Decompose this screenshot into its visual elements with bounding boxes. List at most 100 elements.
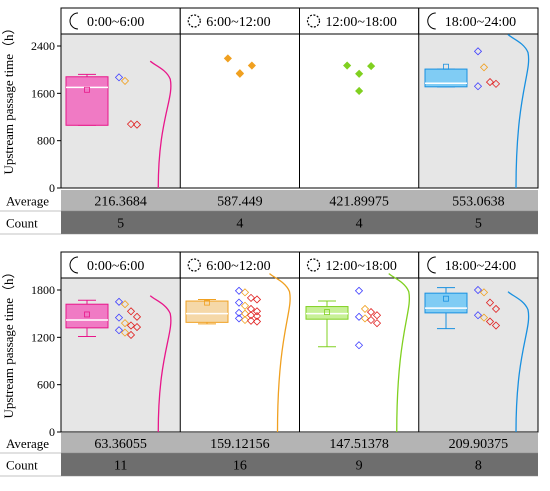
density-curve [507, 34, 530, 189]
data-point [473, 285, 483, 295]
y-tick-label: 2400 [31, 39, 55, 53]
period-label: 12:00~18:00 [326, 259, 397, 274]
data-point [120, 328, 130, 337]
data-point [479, 288, 489, 297]
data-point [246, 304, 256, 313]
period-label: 18:00~24:00 [445, 259, 516, 274]
box [65, 76, 109, 126]
y-tick-label: 800 [37, 134, 55, 148]
data-point [234, 308, 244, 317]
period-header-cell [418, 7, 539, 35]
data-point [485, 78, 495, 87]
count-row-label: Count [6, 458, 38, 473]
count-row-label: Count [6, 216, 38, 231]
mean-marker [443, 63, 449, 70]
data-point [252, 307, 262, 316]
average-value: 216.3684 [94, 195, 147, 210]
y-axis-label: Upstream passage time（h） [1, 265, 16, 418]
period-label: 0:00~6:00 [87, 259, 144, 274]
data-point [240, 288, 250, 297]
data-point [114, 313, 124, 322]
data-point [246, 316, 256, 325]
data-point [234, 298, 244, 307]
data-point [240, 301, 250, 310]
data-point [132, 312, 142, 321]
data-point [240, 315, 250, 325]
data-point [355, 69, 364, 78]
sun-icon [187, 14, 201, 28]
data-point [252, 317, 262, 326]
data-point [126, 120, 136, 129]
data-point [252, 311, 262, 321]
data-point [247, 61, 256, 70]
average-row-label: Average [6, 436, 49, 451]
chart-panel-2: 0:00~6:00 6:00~12:00 12:00~18:00 18:00~24:0… [0, 251, 539, 477]
data-point [354, 312, 364, 321]
data-point [126, 307, 136, 316]
data-point [235, 69, 244, 78]
period-label: 6:00~12:00 [206, 259, 270, 274]
chart-panel-1: 0:00~6:00 6:00~12:00 12:00~18:00 18:00~24:0… [0, 7, 539, 235]
data-point [223, 54, 232, 63]
average-value: 159.12156 [210, 437, 270, 452]
period-label: 18:00~24:00 [445, 15, 516, 30]
box [65, 303, 109, 329]
period-label: 0:00~6:00 [87, 15, 144, 30]
data-point [114, 326, 124, 335]
density-curve [388, 273, 410, 433]
data-point [491, 79, 501, 88]
data-point [473, 311, 483, 320]
data-point [114, 297, 124, 306]
sun-icon [306, 14, 321, 28]
count-value: 5 [117, 217, 124, 232]
data-point [372, 319, 382, 328]
data-point [485, 317, 495, 326]
mean-marker [324, 309, 330, 315]
data-point [473, 82, 483, 91]
average-value: 63.36055 [94, 437, 147, 452]
data-point [246, 293, 256, 302]
y-tick-label: 0 [49, 425, 55, 439]
data-point [234, 314, 244, 323]
count-value: 11 [114, 459, 127, 474]
density-curve [507, 291, 530, 433]
data-point [367, 62, 376, 71]
y-axis-label: Upstream passage time（h） [1, 21, 16, 174]
data-point [360, 304, 370, 313]
data-point [252, 295, 262, 304]
count-value: 4 [236, 217, 243, 232]
moon-icon [427, 256, 436, 274]
moon-icon [427, 12, 436, 30]
average-value: 553.0638 [452, 195, 505, 210]
mean-marker [443, 295, 449, 302]
data-point [355, 86, 364, 96]
night-shade [61, 278, 181, 432]
data-point [479, 313, 489, 322]
box [424, 68, 468, 88]
data-point [132, 120, 142, 129]
period-label: 12:00~18:00 [326, 15, 397, 30]
data-point [343, 61, 352, 70]
data-point [491, 304, 501, 313]
data-point [354, 341, 364, 350]
count-value: 9 [356, 459, 363, 474]
count-row-bg [61, 211, 538, 234]
period-header-cell [418, 251, 539, 279]
data-point [120, 319, 130, 328]
average-row-label: Average [6, 194, 49, 209]
data-point [234, 286, 244, 295]
average-row-bg [61, 433, 538, 453]
average-value: 587.449 [217, 195, 263, 210]
density-curve [149, 295, 172, 433]
data-point [120, 300, 130, 309]
data-point [366, 308, 376, 317]
moon-icon [69, 256, 79, 274]
count-value: 5 [475, 217, 482, 232]
data-point [360, 314, 370, 323]
sun-icon [306, 258, 321, 272]
data-point [366, 315, 376, 325]
count-value: 4 [356, 217, 363, 232]
sun-icon [187, 258, 201, 272]
